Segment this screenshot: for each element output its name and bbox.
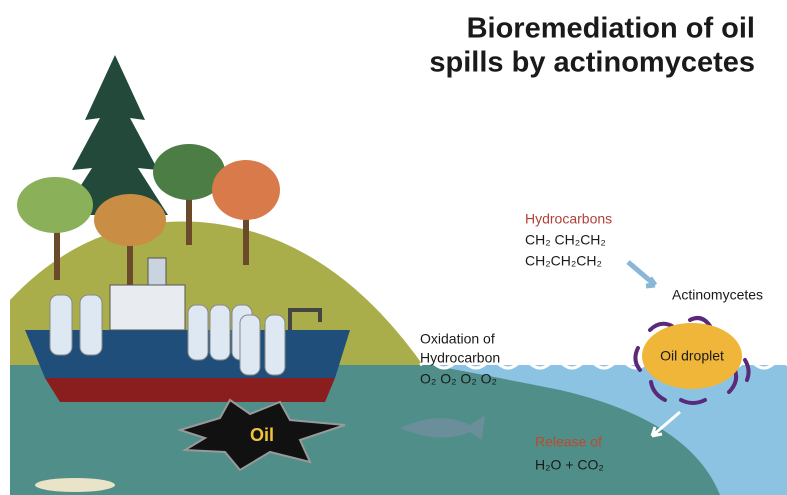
formula: CH₂ CH₂CH₂ (525, 232, 606, 248)
formula: H₂O + CO₂ (535, 457, 604, 473)
label: Hydrocarbon (420, 350, 500, 366)
formula: CH₂CH₂CH₂ (525, 253, 602, 269)
title-line: Bioremediation of oil (467, 13, 755, 45)
label: Release of (535, 434, 602, 450)
title-line: spills by actinomycetes (429, 47, 755, 79)
label: Oxidation of (420, 331, 495, 347)
label: Actinomycetes (672, 287, 763, 303)
illustration: Bioremediation of oil spills by actinomy… (0, 0, 787, 495)
label: Oil droplet (660, 348, 724, 364)
page: Bioremediation of oil spills by actinomy… (0, 0, 787, 495)
larva (35, 478, 115, 492)
label: Oil (250, 425, 274, 445)
formula: O₂ O₂ O₂ O₂ (420, 371, 497, 387)
label: Hydrocarbons (525, 211, 612, 227)
